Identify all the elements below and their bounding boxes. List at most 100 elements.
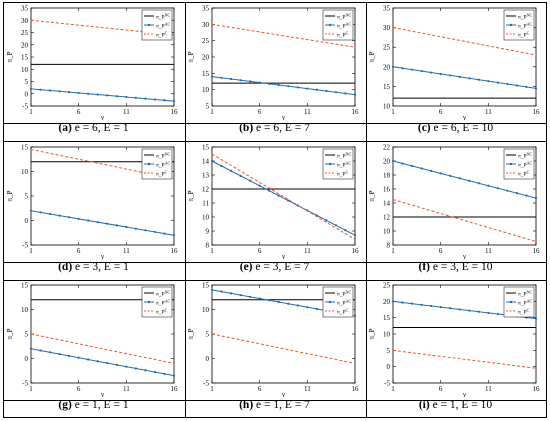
- legend-marker: [147, 23, 151, 27]
- series-line: [30, 210, 175, 236]
- y-axis-label: π_P: [6, 190, 14, 201]
- series-point: [125, 365, 128, 368]
- panel-caption: (i) e = 1, E = 10: [365, 399, 546, 411]
- panel-label: (h): [239, 399, 254, 411]
- x-axis-label: γ: [462, 253, 466, 260]
- y-tick-label: 5: [206, 331, 210, 339]
- panel-caption-text: e = 6, E = 10: [430, 122, 494, 134]
- x-tick-label: 6: [77, 108, 81, 116]
- series-point: [325, 219, 328, 222]
- series-point: [29, 87, 33, 90]
- y-tick-label: 0: [25, 355, 29, 363]
- series-point: [277, 300, 280, 304]
- legend-marker: [328, 162, 332, 166]
- series-point: [458, 308, 461, 311]
- series-point: [410, 164, 414, 168]
- series-point: [468, 309, 471, 312]
- series-point: [239, 174, 242, 177]
- series-point: [515, 192, 519, 195]
- series-point: [134, 367, 137, 370]
- series-point: [210, 288, 214, 291]
- series-point: [58, 214, 61, 217]
- legend-marker: [509, 23, 513, 27]
- legend-entry: π_PC: [518, 31, 530, 39]
- x-tick-label: 6: [77, 385, 81, 393]
- series-point: [306, 87, 309, 90]
- x-tick-label: 16: [352, 385, 360, 393]
- x-axis-label: γ: [281, 391, 285, 398]
- series-point: [268, 299, 271, 302]
- y-tick-label: 12: [383, 214, 391, 222]
- series-point: [220, 164, 223, 168]
- series-point: [401, 162, 404, 165]
- x-tick-label: 1: [29, 108, 33, 116]
- series-point: [487, 184, 490, 187]
- y-tick-label: 10: [383, 103, 391, 111]
- legend-entry: π_PNC: [518, 13, 532, 21]
- series-point: [306, 306, 309, 309]
- y-tick-label: 15: [202, 70, 210, 78]
- series-point: [210, 159, 214, 163]
- series-point: [296, 304, 299, 307]
- y-tick-label: -5: [22, 380, 28, 388]
- series-point: [106, 361, 109, 365]
- series-point: [268, 189, 271, 192]
- series-point: [525, 85, 528, 89]
- series-point: [268, 82, 271, 85]
- series-point: [163, 99, 166, 102]
- y-tick-label: 25: [383, 44, 391, 52]
- x-tick-label: 11: [304, 247, 311, 255]
- series-point: [58, 352, 61, 356]
- series-line: [30, 348, 175, 377]
- legend-entry: π_PAC: [156, 161, 170, 169]
- chart-panel: 10 15 20 25 30 35 1 6 11 16 γ π_P π_PNC π_PAC π_PC (c) …: [365, 2, 546, 138]
- y-tick-label: 5: [387, 347, 391, 355]
- series-point: [439, 72, 442, 76]
- x-tick-label: 6: [258, 385, 262, 393]
- grid-row-divider: [4, 123, 546, 124]
- y-tick-label: 20: [383, 298, 391, 306]
- panel-label: (c): [417, 122, 431, 134]
- legend-entry: π_PNC: [337, 13, 351, 21]
- series-line: [211, 153, 356, 240]
- series-point: [68, 216, 71, 219]
- y-tick-label: 10: [21, 168, 29, 176]
- x-tick-label: 1: [391, 108, 395, 116]
- series-point: [420, 167, 423, 170]
- series-point: [515, 84, 519, 87]
- series-point: [296, 86, 299, 89]
- y-tick-label: 35: [383, 5, 391, 13]
- y-tick-label: 30: [202, 21, 210, 29]
- legend-entry: π_PC: [156, 170, 168, 178]
- y-tick-label: 12: [202, 186, 210, 194]
- y-tick-label: -5: [384, 380, 390, 388]
- chart-panel: -5 0 5 10 15 20 25 30 35 1 6 11 16 γ π_P π_PNC π_PAC π_PC…: [3, 2, 184, 138]
- series-point: [449, 307, 452, 310]
- series-line: [392, 66, 537, 89]
- panel-label: (g): [58, 399, 72, 411]
- panel-caption-text: e = 3, E = 10: [430, 261, 493, 273]
- x-axis-label: γ: [281, 114, 285, 121]
- x-tick-label: 11: [304, 385, 311, 393]
- series-point: [239, 293, 242, 297]
- y-axis-label: π_P: [6, 51, 14, 62]
- series-point: [353, 93, 357, 96]
- series-point: [344, 229, 347, 232]
- series-point: [353, 234, 357, 237]
- y-axis-label: π_P: [187, 328, 195, 339]
- series-point: [420, 70, 423, 73]
- series-point: [229, 169, 233, 172]
- series-point: [449, 174, 452, 177]
- legend-entry: π_PAC: [518, 22, 532, 30]
- legend-marker: [328, 23, 332, 27]
- series-point: [96, 221, 99, 224]
- series-point: [163, 232, 166, 235]
- series-point: [449, 74, 452, 77]
- series-line: [211, 76, 356, 96]
- series-point: [468, 77, 471, 80]
- series-point: [48, 212, 52, 216]
- series-point: [534, 317, 538, 320]
- legend-box: [322, 286, 354, 318]
- series-point: [496, 81, 499, 84]
